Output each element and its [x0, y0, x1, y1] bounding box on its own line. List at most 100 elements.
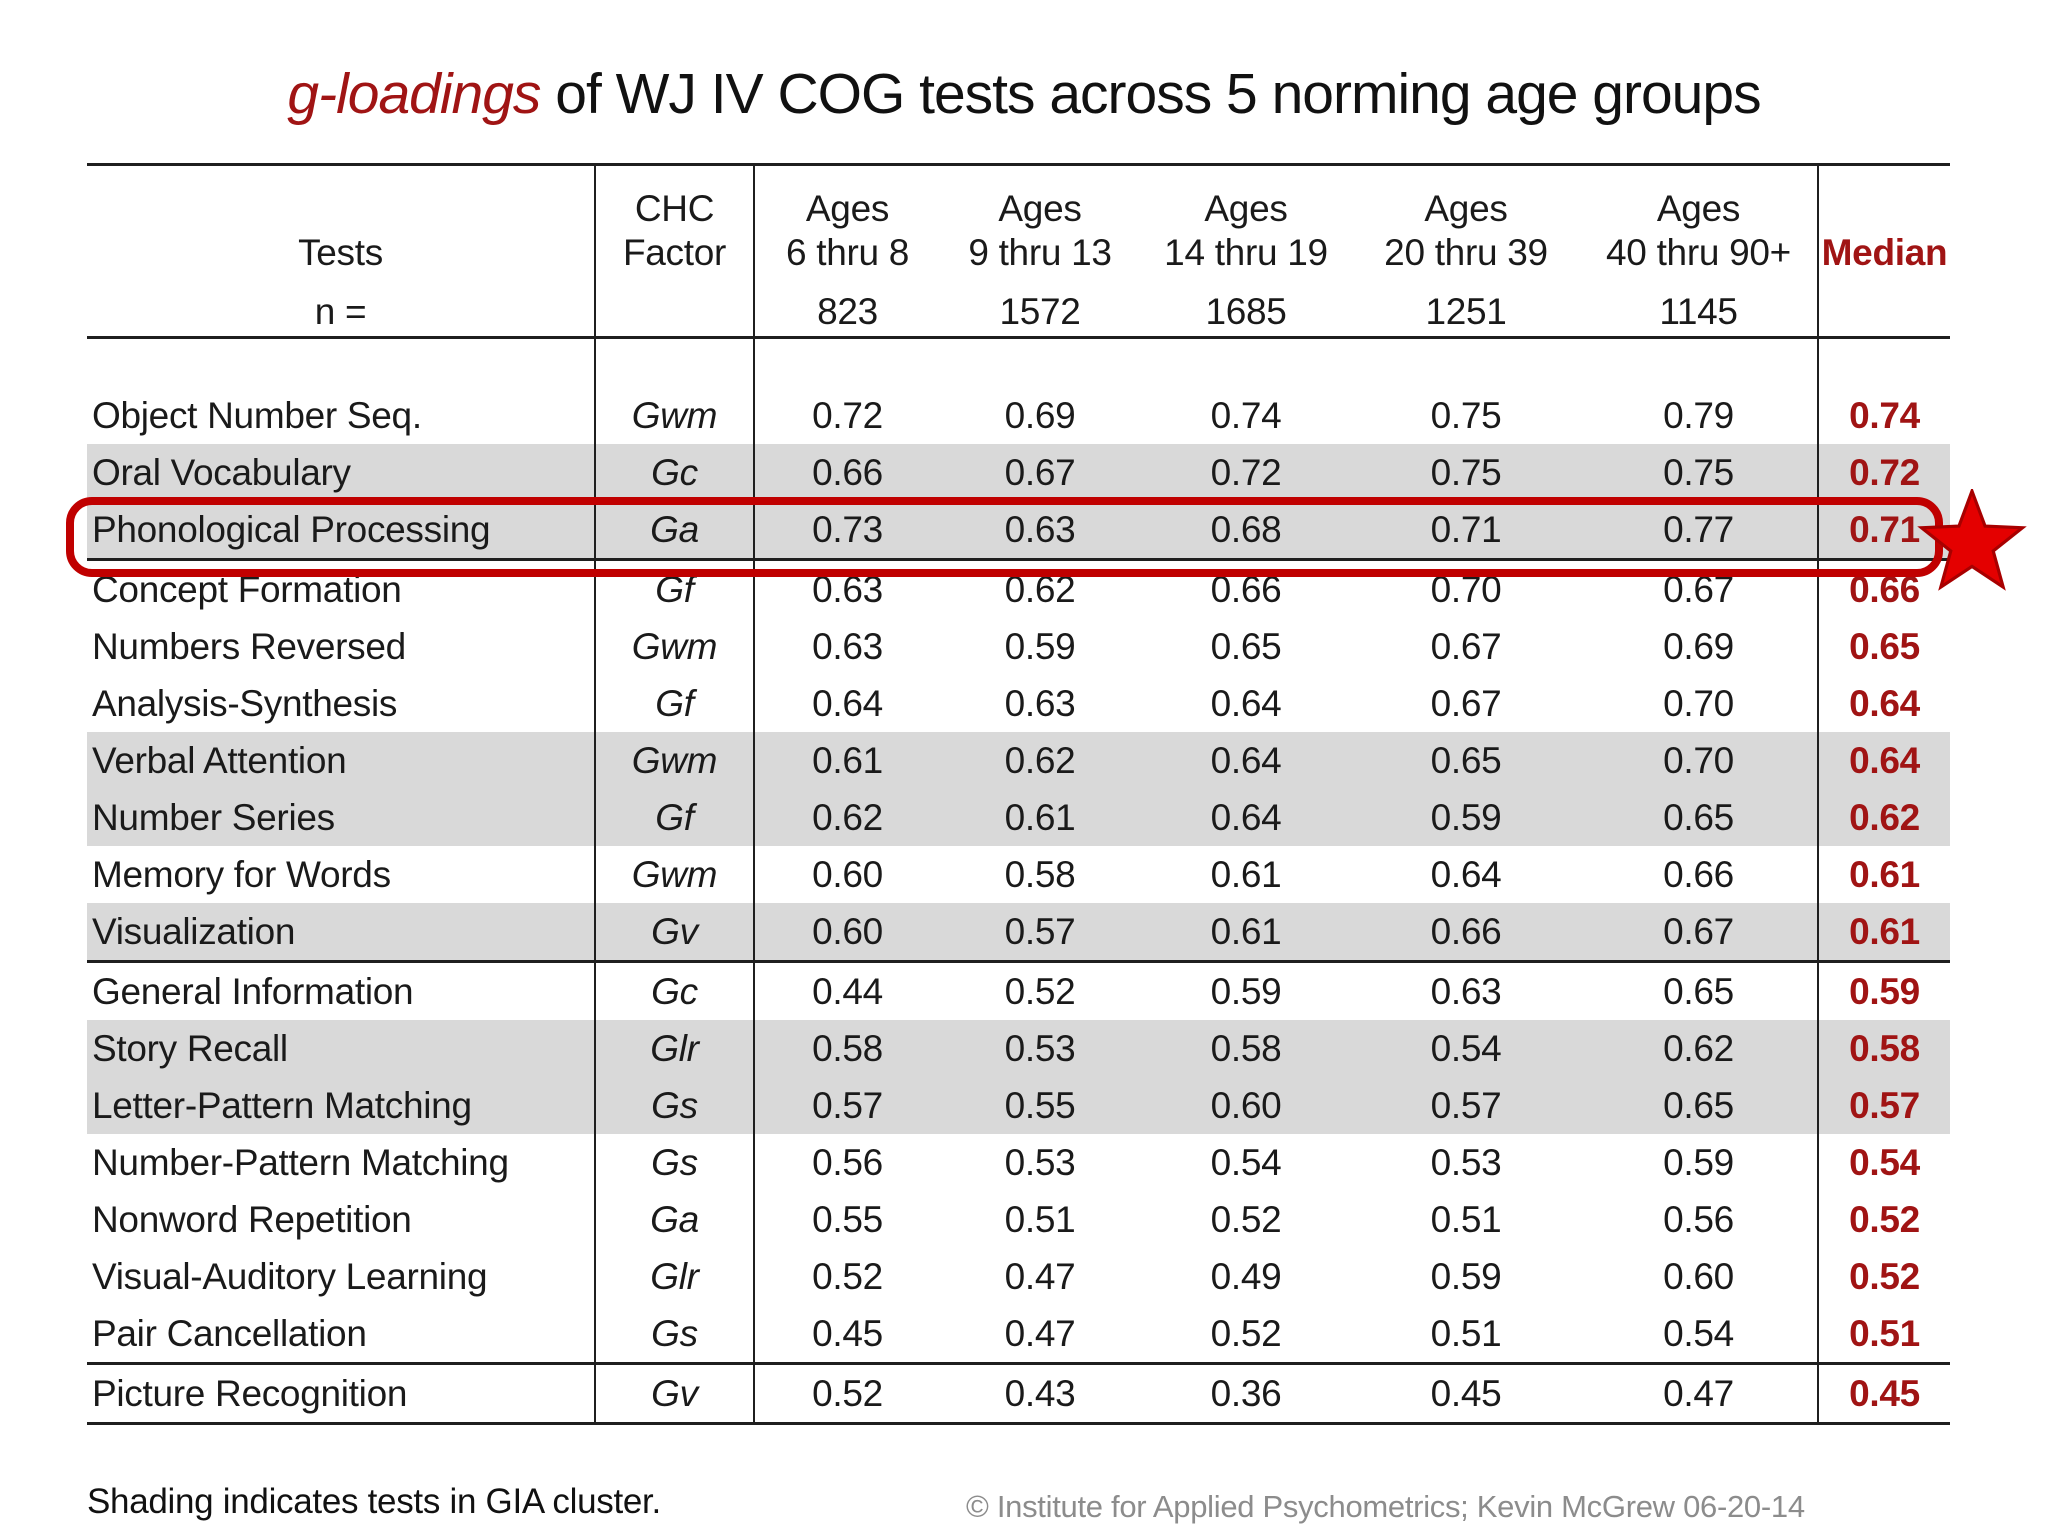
g-loading-cell: 0.51	[1004, 1199, 1076, 1240]
table-row: General Information Gc 0.44 0.52 0.59 0.…	[87, 963, 1950, 1020]
chc-factor-cell: Gwm	[596, 618, 755, 675]
chc-factor-cell: Glr	[596, 1248, 755, 1305]
g-loading-cell: 0.75	[1352, 444, 1580, 501]
test-name-cell: Story Recall	[87, 1020, 596, 1077]
g-loading-cell: 0.72	[1140, 444, 1352, 501]
table-row: Phonological Processing Ga 0.73 0.63 0.6…	[87, 501, 1950, 561]
table-row: Story Recall Glr 0.58 0.53 0.58 0.54 0.6…	[87, 1020, 1950, 1077]
table-row: Letter-Pattern Matching Gs 0.57 0.55 0.6…	[87, 1077, 1950, 1134]
g-loading-cell: 0.63	[812, 626, 883, 667]
g-loading-cell: 0.62	[940, 732, 1140, 789]
g-loading-cell: 0.54	[1580, 1305, 1819, 1362]
table-row: Analysis-Synthesis Gf 0.64 0.63 0.64 0.6…	[87, 675, 1950, 732]
g-loading-cell: 0.47	[1004, 1256, 1076, 1297]
table-row: Number-Pattern Matching Gs 0.56 0.53 0.5…	[87, 1134, 1950, 1191]
table-row: Pair Cancellation Gs 0.45 0.47 0.52 0.51…	[87, 1305, 1950, 1365]
test-name-cell: Number-Pattern Matching	[87, 1134, 596, 1191]
g-loading-cell: 0.64	[1210, 683, 1282, 724]
test-name-cell: Nonword Repetition	[87, 1191, 596, 1248]
test-name-cell: Number Series	[87, 789, 596, 846]
chc-factor-cell: Gv	[596, 1365, 755, 1422]
g-loading-cell: 0.69	[1580, 618, 1819, 675]
g-loading-cell: 0.58	[755, 1020, 940, 1077]
g-loading-cell: 0.63	[940, 501, 1140, 558]
g-loading-cell: 0.69	[1004, 395, 1076, 436]
g-loading-cell: 0.67	[1430, 683, 1502, 724]
header-age-group-2: Ages 9 thru 13 1572	[968, 188, 1112, 332]
g-loading-cell: 0.61	[1140, 903, 1352, 960]
g-loading-cell: 0.52	[812, 1373, 883, 1414]
g-loading-cell: 0.61	[755, 732, 940, 789]
g-loading-cell: 0.51	[1430, 1199, 1502, 1240]
header-age-group-5: Ages 40 thru 90+ 1145	[1580, 166, 1819, 336]
median-cell: 0.57	[1819, 1077, 1950, 1134]
g-loading-cell: 0.53	[1004, 1142, 1076, 1183]
header-age-group-4: Ages 20 thru 39 1251	[1384, 188, 1548, 332]
median-cell: 0.61	[1819, 903, 1950, 960]
title-highlight: g-loadings	[287, 62, 541, 126]
g-loading-cell: 0.56	[1580, 1191, 1819, 1248]
median-cell: 0.64	[1849, 683, 1920, 724]
test-name-cell: Analysis-Synthesis	[87, 675, 596, 732]
test-name-cell: Letter-Pattern Matching	[87, 1077, 596, 1134]
g-loading-cell: 0.43	[1004, 1373, 1076, 1414]
g-loading-cell: 0.68	[1140, 501, 1352, 558]
median-cell: 0.72	[1819, 444, 1950, 501]
g-loading-cell: 0.60	[812, 854, 883, 895]
g-loading-cell: 0.63	[1430, 971, 1502, 1012]
chc-factor-cell: Ga	[596, 501, 755, 558]
g-loading-cell: 0.53	[940, 1020, 1140, 1077]
chc-factor-cell: Gs	[596, 1305, 755, 1362]
header-median: Median	[1819, 166, 1950, 336]
test-name-cell: Picture Recognition	[87, 1365, 596, 1422]
header-chc-factor: CHC Factor	[596, 166, 755, 336]
tests-label: Tests	[298, 232, 383, 273]
chc-label: CHC	[634, 188, 715, 229]
g-loading-cell: 0.70	[1580, 675, 1819, 732]
page-title: g-loadings of WJ IV COG tests across 5 n…	[0, 58, 2048, 130]
g-loading-cell: 0.66	[1352, 903, 1580, 960]
g-loading-cell: 0.56	[812, 1142, 883, 1183]
g-loading-cell: 0.45	[812, 1313, 883, 1354]
g-loading-cell: 0.52	[1210, 1199, 1282, 1240]
g-loading-cell: 0.57	[940, 903, 1140, 960]
test-name-cell: Pair Cancellation	[87, 1305, 596, 1362]
g-loading-cell: 0.60	[1140, 1077, 1352, 1134]
table-row: Visualization Gv 0.60 0.57 0.61 0.66 0.6…	[87, 903, 1950, 963]
median-cell: 0.59	[1849, 971, 1920, 1012]
g-loading-cell: 0.65	[1580, 789, 1819, 846]
g-loading-cell: 0.51	[1430, 1313, 1502, 1354]
g-loading-cell: 0.58	[1140, 1020, 1352, 1077]
chc-factor-cell: Gwm	[596, 387, 755, 444]
median-cell: 0.51	[1849, 1313, 1920, 1354]
g-loading-cell: 0.75	[1430, 395, 1502, 436]
median-cell: 0.62	[1819, 789, 1950, 846]
g-loading-cell: 0.65	[1210, 626, 1282, 667]
g-loading-cell: 0.54	[1210, 1142, 1282, 1183]
g-loading-cell: 0.45	[1430, 1373, 1502, 1414]
g-loading-cell: 0.63	[1004, 683, 1076, 724]
chc-factor-cell: Gf	[596, 789, 755, 846]
g-loading-cell: 0.64	[1140, 789, 1352, 846]
median-cell: 0.74	[1849, 395, 1920, 436]
table-row: Picture Recognition Gv 0.52 0.43 0.36 0.…	[87, 1365, 1950, 1425]
g-loading-cell: 0.65	[1580, 963, 1819, 1020]
median-label: Median	[1821, 232, 1948, 273]
test-name-cell: Oral Vocabulary	[87, 444, 596, 501]
g-loading-cell: 0.66	[755, 444, 940, 501]
median-cell: 0.61	[1849, 854, 1920, 895]
g-loading-cell: 0.60	[755, 903, 940, 960]
g-loading-cell: 0.47	[1580, 1365, 1819, 1422]
table-row: Nonword Repetition Ga 0.55 0.51 0.52 0.5…	[87, 1191, 1950, 1248]
test-name-cell: Phonological Processing	[87, 501, 596, 558]
table-row: Numbers Reversed Gwm 0.63 0.59 0.65 0.67…	[87, 618, 1950, 675]
table-row: Number Series Gf 0.62 0.61 0.64 0.59 0.6…	[87, 789, 1950, 846]
g-loading-cell: 0.57	[755, 1077, 940, 1134]
g-loading-cell: 0.61	[940, 789, 1140, 846]
header-age-group-3: Ages 14 thru 19 1685	[1164, 188, 1328, 332]
g-loading-cell: 0.55	[812, 1199, 883, 1240]
n-label: n =	[314, 291, 367, 332]
median-cell: 0.71	[1819, 501, 1950, 558]
g-loading-cell: 0.67	[1580, 903, 1819, 960]
